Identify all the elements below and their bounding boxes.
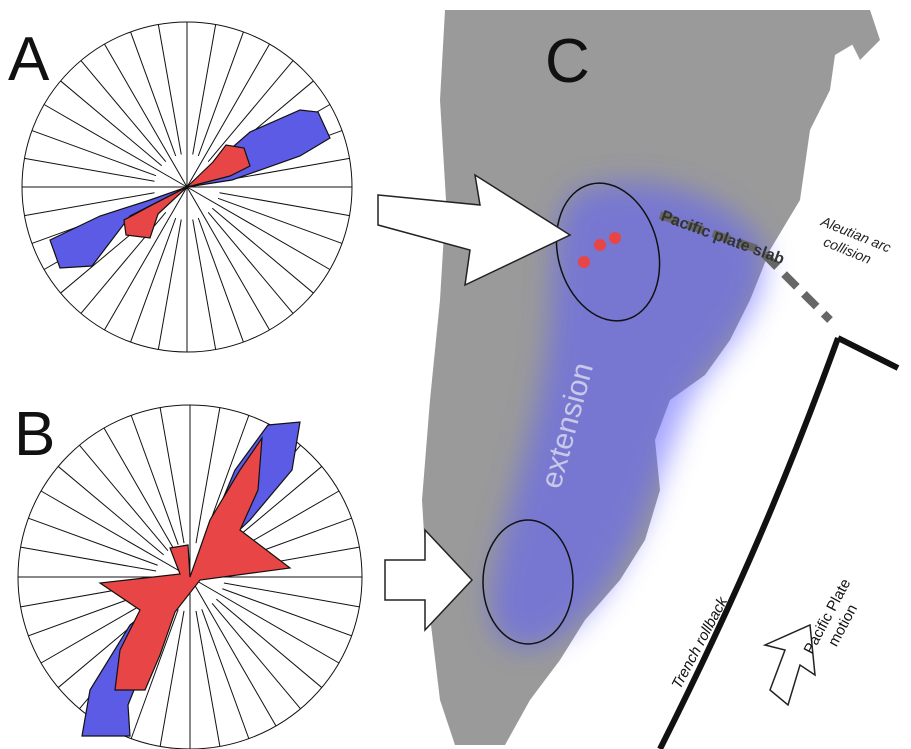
site [594,239,606,251]
map-label: Trench rollback [669,593,732,692]
site [609,232,621,244]
figure: A B Pacific plate slab Aleutian arccolli… [0,0,911,749]
panel-label: B [14,400,55,469]
site [578,256,590,268]
panel-label: C [545,27,590,96]
map-label: Aleutian arccollision [811,213,893,273]
panel-label: A [8,25,50,94]
map-label: Pacific Platemotion [801,576,871,665]
